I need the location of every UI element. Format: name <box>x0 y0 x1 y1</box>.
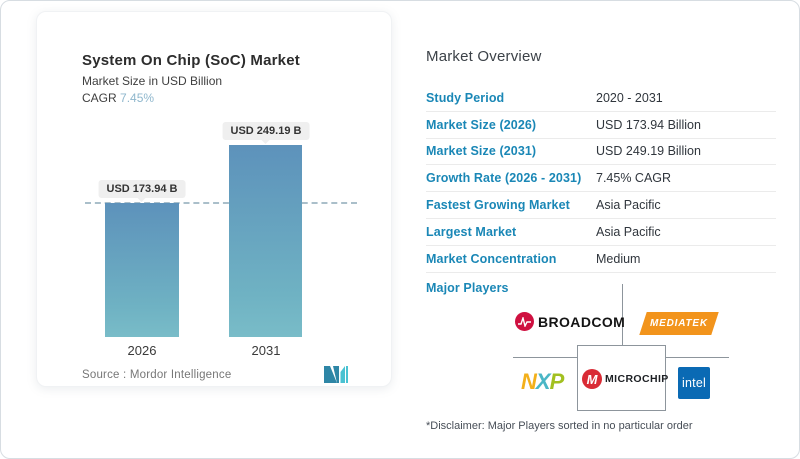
broadcom-pulse-icon <box>515 312 534 331</box>
x-axis-label-2031: 2031 <box>251 343 281 358</box>
overview-heading: Market Overview <box>426 48 542 65</box>
row-label: Study Period <box>426 90 505 105</box>
disclaimer-text: *Disclaimer: Major Players sorted in no … <box>426 420 693 432</box>
table-row-study-period: Study Period 2020 - 2031 <box>426 85 776 112</box>
broadcom-wordmark: BROADCOM <box>538 313 626 330</box>
major-players-label: Major Players <box>426 280 509 295</box>
cagr-label: CAGR <box>82 91 121 105</box>
bar-2026 <box>105 203 179 337</box>
reference-dashed-line <box>85 202 357 204</box>
microchip-wordmark: MICROCHIP <box>605 373 669 385</box>
row-value: Asia Pacific <box>596 198 661 213</box>
table-row-market-size-2026: Market Size (2026) USD 173.94 Billion <box>426 112 776 139</box>
nxp-letter-p: P <box>549 369 565 394</box>
row-label: Growth Rate (2026 - 2031) <box>426 171 582 186</box>
intel-wordmark: intel <box>682 376 706 390</box>
market-size-chart-card: System On Chip (SoC) Market Market Size … <box>36 11 392 387</box>
table-row-market-size-2031: Market Size (2031) USD 249.19 Billion <box>426 139 776 166</box>
source-text: Source : Mordor Intelligence <box>82 368 232 381</box>
x-axis-label-2026: 2026 <box>127 343 157 358</box>
bar-value-label-2026: USD 173.94 B <box>98 180 186 198</box>
row-label: Fastest Growing Market <box>426 198 570 213</box>
nxp-letter-n: N <box>521 369 537 394</box>
bar-2031 <box>229 145 302 337</box>
row-label: Market Size (2026) <box>426 117 537 132</box>
chart-title: System On Chip (SoC) Market <box>82 52 300 69</box>
row-value: 2020 - 2031 <box>596 90 663 105</box>
broadcom-logo: BROADCOM <box>515 312 625 331</box>
row-value: Asia Pacific <box>596 224 661 239</box>
mediatek-logo: MEDIATEK <box>639 312 719 335</box>
mordor-intelligence-logo-icon <box>324 366 348 383</box>
org-chart-horizontal-line-left <box>513 357 577 358</box>
row-value: USD 173.94 Billion <box>596 117 701 132</box>
row-value: USD 249.19 Billion <box>596 144 701 159</box>
row-label: Market Size (2031) <box>426 144 537 159</box>
intel-logo: intel <box>678 367 710 399</box>
mediatek-wordmark: MEDIATEK <box>650 318 708 329</box>
chart-subtitle: Market Size in USD Billion <box>82 74 223 88</box>
chart-cagr: CAGR 7.45% <box>82 91 154 105</box>
cagr-value: 7.45% <box>120 91 155 105</box>
microchip-logo: M MICROCHIP <box>582 369 669 389</box>
nxp-letter-x: X <box>535 369 551 394</box>
overview-table: Study Period 2020 - 2031 Market Size (20… <box>426 85 776 303</box>
row-label: Largest Market <box>426 224 517 239</box>
microchip-m-icon: M <box>582 369 602 389</box>
table-row-market-concentration: Market Concentration Medium <box>426 246 776 273</box>
table-row-fastest-growing-market: Fastest Growing Market Asia Pacific <box>426 192 776 219</box>
row-value: Medium <box>596 251 641 266</box>
major-players-row: Major Players <box>426 273 776 303</box>
org-chart-vertical-line <box>622 284 623 345</box>
table-row-growth-rate: Growth Rate (2026 - 2031) 7.45% CAGR <box>426 165 776 193</box>
source-row: Source : Mordor Intelligence <box>82 366 348 383</box>
row-value: 7.45% CAGR <box>596 171 672 186</box>
nxp-logo: NXP <box>521 369 565 395</box>
org-chart-horizontal-line-right <box>666 357 729 358</box>
row-label: Market Concentration <box>426 251 557 266</box>
table-row-largest-market: Largest Market Asia Pacific <box>426 219 776 246</box>
bar-value-label-2031: USD 249.19 B <box>222 122 310 140</box>
